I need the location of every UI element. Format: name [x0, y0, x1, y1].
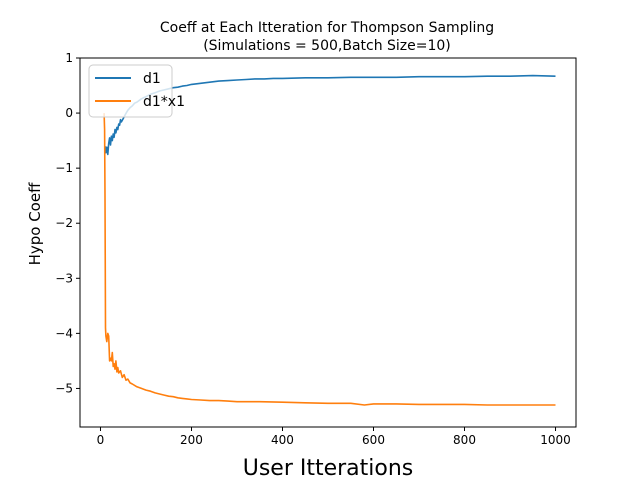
plot-frame [79, 57, 577, 428]
y-tick-label: 0 [65, 106, 73, 120]
y-tick-label: −4 [55, 326, 73, 340]
legend-label-1: d1 [143, 71, 161, 87]
x-tick-label: 1000 [540, 433, 571, 447]
x-axis-label: User Itterations [243, 456, 414, 480]
x-axis: 0 200 400 600 800 1000 [97, 427, 571, 447]
x-tick-label: 0 [97, 433, 105, 447]
y-axis-label: Hypo Coeff [26, 182, 44, 266]
y-tick-label: 1 [65, 51, 73, 65]
y-tick-label: −3 [55, 271, 73, 285]
series-line-1 [104, 74, 556, 156]
x-tick-label: 600 [362, 433, 385, 447]
chart-subtitle: (Simulations = 500,Batch Size=10) [203, 38, 451, 54]
x-tick-label: 400 [271, 433, 294, 447]
chart-title: Coeff at Each Itteration for Thompson Sa… [160, 20, 494, 36]
series-lines [103, 74, 556, 406]
legend: d1 d1*x1 [88, 64, 185, 118]
series-line-2 [103, 113, 556, 406]
y-tick-label: −5 [55, 381, 73, 395]
y-tick-label: −1 [55, 161, 73, 175]
legend-label-2: d1*x1 [143, 94, 185, 110]
x-tick-label: 800 [453, 433, 476, 447]
y-tick-label: −2 [55, 216, 73, 230]
plot-area: 0 200 400 600 800 1000 1 0 −1 −2 −3 −4 −5 [55, 51, 577, 447]
x-tick-label: 200 [180, 433, 203, 447]
y-axis: 1 0 −1 −2 −3 −4 −5 [55, 51, 80, 395]
